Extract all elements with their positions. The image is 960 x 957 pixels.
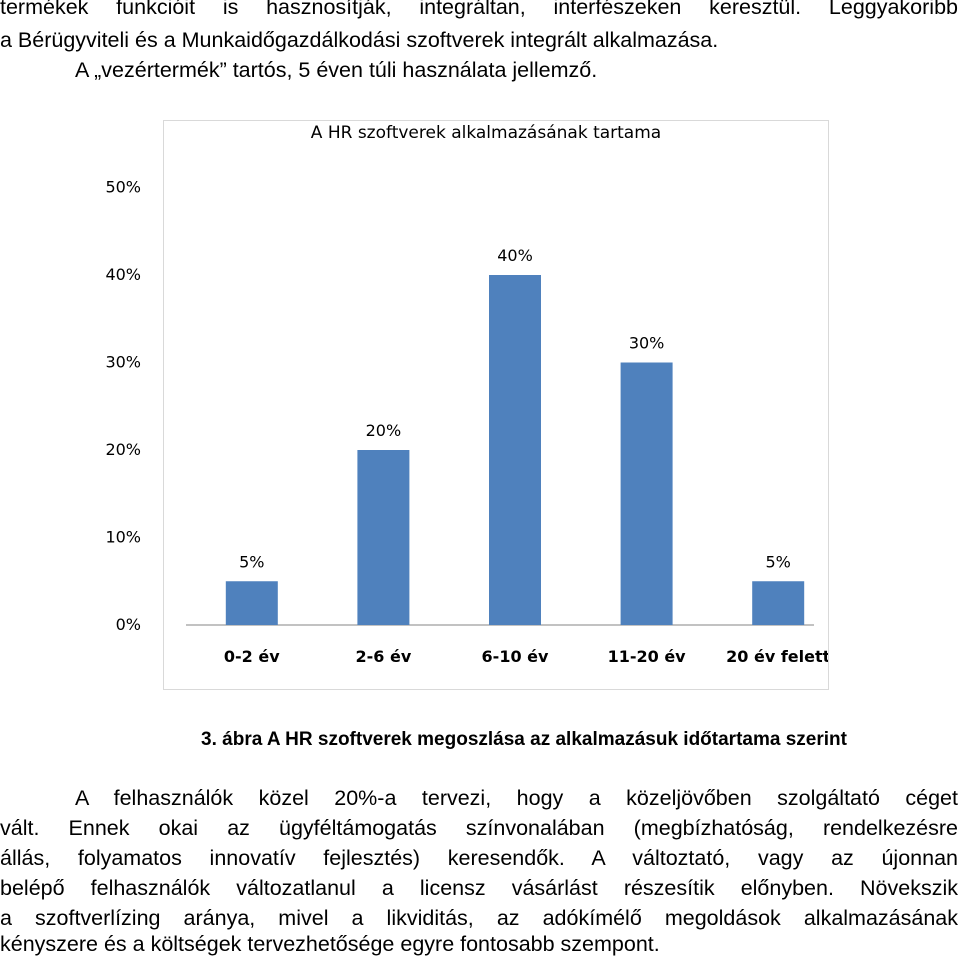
bar [620,362,673,625]
paragraph-line-2: vált. Ennek okai az ügyféltámogatás szín… [0,816,958,840]
data-label: 40% [497,246,533,265]
x-tick-label: 20 év felett [726,647,828,666]
data-label: 20% [366,421,402,440]
paragraph-line-3: állás, folyamatos innovatív fejlesztés) … [0,846,958,870]
paragraph-line-6: kényszere és a költségek tervezhetősége … [0,932,660,956]
bar [225,581,278,625]
data-label: 5% [239,552,264,571]
x-tick-label: 0-2 év [224,647,280,666]
chart-frame: A HR szoftverek alkalmazásának tartama 5… [163,120,829,690]
paragraph-line-1: A felhasználók közel 20%-a tervezi, hogy… [75,786,958,810]
figure-caption: 3. ábra A HR szoftverek megoszlása az al… [201,729,847,750]
y-tick-label: 50% [105,178,141,197]
bar [489,275,541,625]
bar-chart: A HR szoftverek alkalmazásának tartama 5… [186,123,828,666]
y-tick-label: 0% [116,615,141,634]
x-tick-label: 6-10 év [482,647,549,666]
y-tick-label: 40% [105,265,141,284]
y-tick-label: 20% [105,440,141,459]
paragraph-line-5: a szoftverlízing aránya, mivel a likvidi… [0,906,958,930]
bar [752,581,805,625]
data-label: 5% [766,552,791,571]
intro-line-3: A „vezértermék” tartós, 5 éven túli hasz… [75,58,598,82]
x-tick-label: 11-20 év [608,647,687,666]
bar [357,450,410,625]
data-label: 30% [629,334,665,353]
y-tick-label: 10% [105,528,141,547]
y-axis: 0% 10% 20% 30% 40% 50% [105,178,141,635]
x-tick-label: 2-6 év [356,647,412,666]
intro-line-1: termékek funkcióit is hasznosítják, inte… [0,0,958,19]
intro-line-2: a Bérügyviteli és a Munkaidőgazdálkodási… [0,28,719,52]
chart-title: A HR szoftverek alkalmazásának tartama [311,123,661,143]
y-tick-label: 30% [105,353,141,372]
paragraph-line-4: belépő felhasználók változatlanul a lice… [0,876,958,900]
